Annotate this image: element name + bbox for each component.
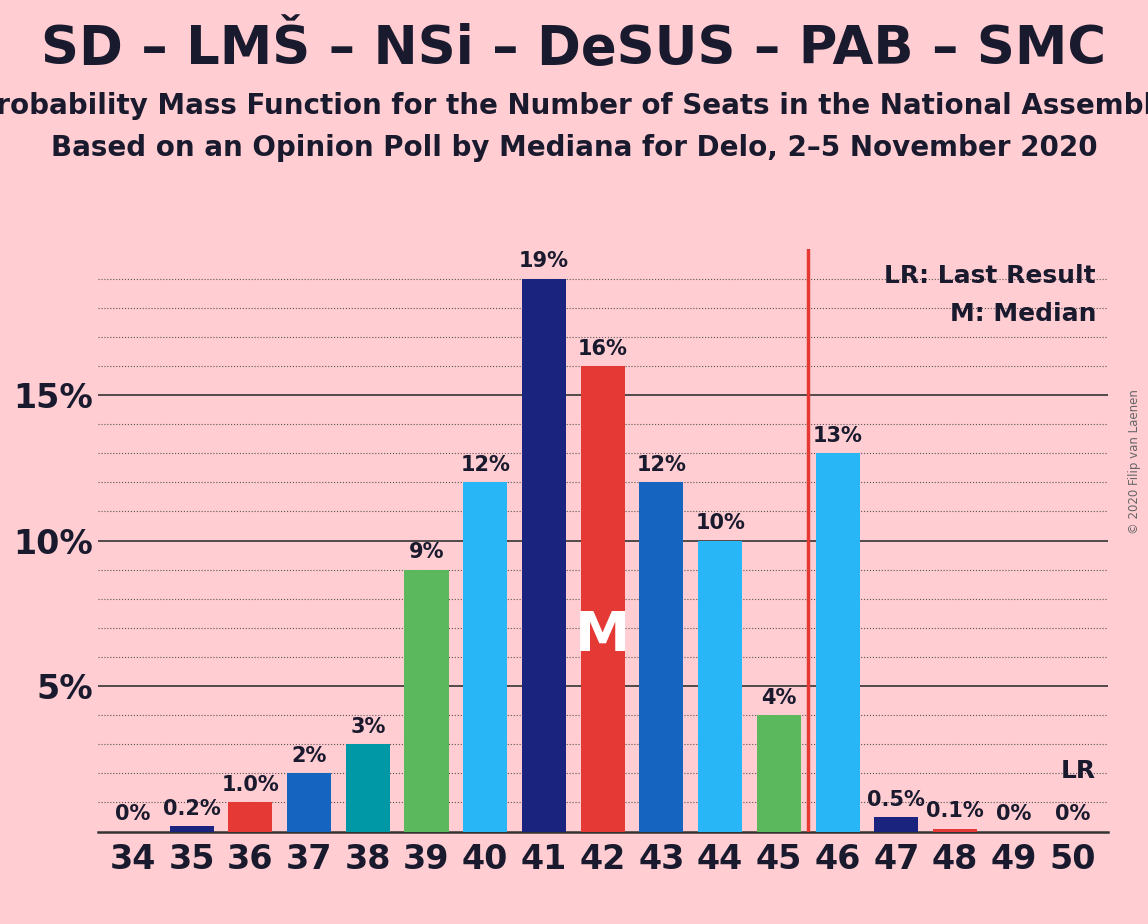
- Text: 9%: 9%: [409, 542, 444, 563]
- Text: © 2020 Filip van Laenen: © 2020 Filip van Laenen: [1128, 390, 1141, 534]
- Text: Based on an Opinion Poll by Mediana for Delo, 2–5 November 2020: Based on an Opinion Poll by Mediana for …: [51, 134, 1097, 162]
- Bar: [170, 826, 214, 832]
- Bar: [346, 745, 390, 832]
- Text: 16%: 16%: [577, 338, 628, 359]
- Text: 19%: 19%: [519, 251, 569, 272]
- Text: 0.2%: 0.2%: [163, 798, 220, 819]
- Text: 2%: 2%: [292, 746, 327, 766]
- Text: 3%: 3%: [350, 717, 386, 737]
- Bar: [698, 541, 743, 832]
- Bar: [228, 802, 272, 832]
- Bar: [815, 453, 860, 832]
- Text: 12%: 12%: [460, 455, 510, 475]
- Text: 1.0%: 1.0%: [222, 775, 279, 796]
- Bar: [404, 569, 449, 832]
- Text: SD – LMŠ – NSi – DeSUS – PAB – SMC: SD – LMŠ – NSi – DeSUS – PAB – SMC: [41, 23, 1107, 75]
- Bar: [757, 715, 801, 832]
- Bar: [933, 829, 977, 832]
- Text: LR: Last Result: LR: Last Result: [884, 264, 1096, 288]
- Text: 10%: 10%: [696, 513, 745, 533]
- Bar: [522, 279, 566, 832]
- Bar: [463, 482, 507, 832]
- Text: Probability Mass Function for the Number of Seats in the National Assembly: Probability Mass Function for the Number…: [0, 92, 1148, 120]
- Text: LR: LR: [1061, 759, 1096, 783]
- Text: M: Median: M: Median: [949, 302, 1096, 326]
- Text: 4%: 4%: [761, 687, 797, 708]
- Text: 0.5%: 0.5%: [868, 790, 925, 809]
- Text: 0%: 0%: [115, 804, 150, 824]
- Bar: [287, 773, 331, 832]
- Text: 12%: 12%: [636, 455, 687, 475]
- Bar: [581, 366, 625, 832]
- Text: M: M: [575, 609, 630, 663]
- Bar: [639, 482, 683, 832]
- Text: 0%: 0%: [996, 804, 1032, 824]
- Bar: [875, 817, 918, 832]
- Text: 0%: 0%: [1055, 804, 1091, 824]
- Text: 13%: 13%: [813, 426, 862, 446]
- Text: 0.1%: 0.1%: [926, 801, 984, 821]
